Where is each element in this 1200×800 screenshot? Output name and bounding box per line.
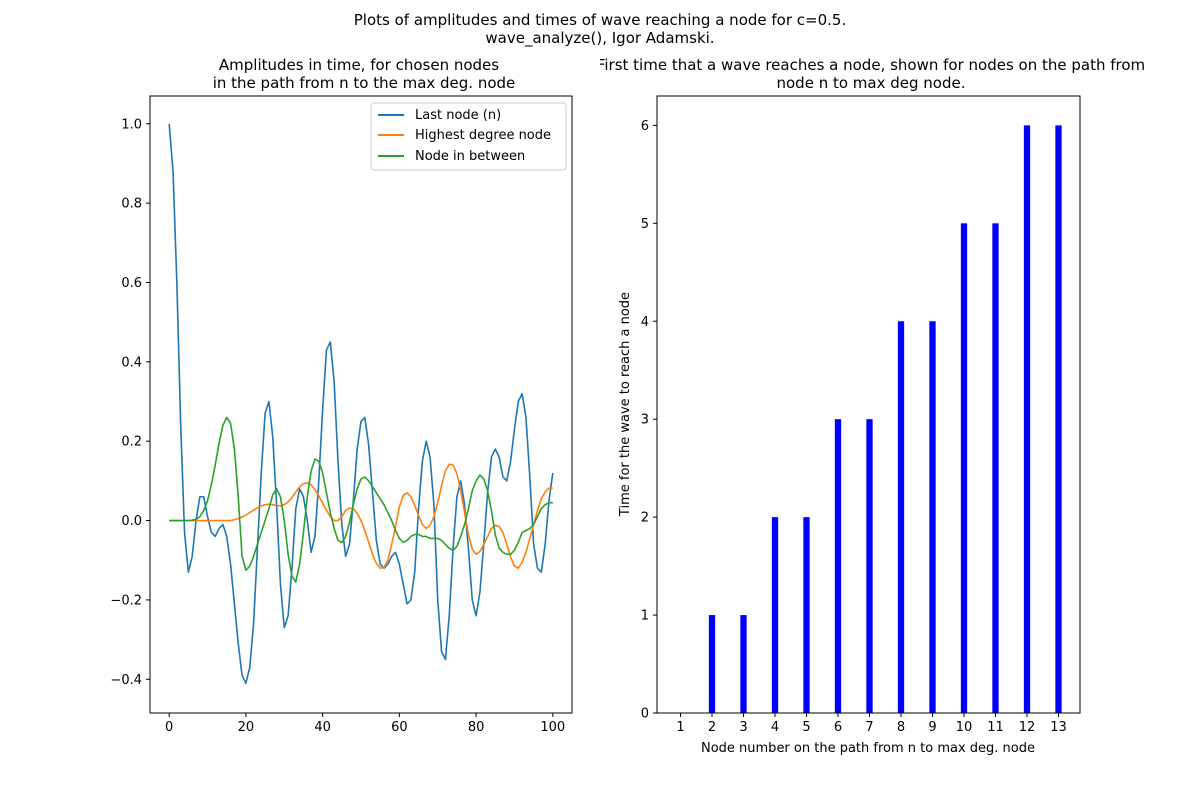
- y-tick-label: 6: [641, 119, 649, 134]
- x-tick-label: 5: [802, 720, 810, 735]
- y-tick-label: 0.8: [121, 197, 142, 212]
- y-tick-label: 5: [641, 217, 649, 232]
- x-tick-label: 10: [956, 720, 973, 735]
- x-tick-label: 2: [708, 720, 716, 735]
- bar-node-5: [803, 517, 810, 713]
- y-tick-label: 1.0: [121, 117, 142, 132]
- x-tick-label: 1: [676, 720, 684, 735]
- y-tick-label: −0.4: [110, 673, 142, 688]
- series-line-node-in-between: [169, 416, 553, 583]
- x-tick-label: 12: [1019, 720, 1036, 735]
- y-tick-label: 4: [641, 315, 649, 330]
- legend-label-node-in-between: Node in between: [415, 149, 525, 164]
- y-tick-label: 3: [641, 413, 649, 428]
- line-chart: Amplitudes in time, for chosen nodes in …: [110, 56, 573, 735]
- line-chart-title-line-1: Amplitudes in time, for chosen nodes: [219, 56, 499, 74]
- legend-label-highest-degree-node: Highest degree node: [415, 128, 551, 143]
- y-tick-label: 0: [641, 707, 649, 722]
- y-tick-label: 1: [641, 609, 649, 624]
- x-tick-label: 9: [928, 720, 936, 735]
- series-line-highest-degree-node: [169, 463, 553, 569]
- bar-chart-y-axis-label: Time for the wave to reach a node: [618, 292, 633, 517]
- x-tick-label: 40: [314, 720, 331, 735]
- bar-node-8: [897, 321, 905, 713]
- bar-chart: First time that a wave reaches a node, s…: [600, 56, 1145, 756]
- line-chart-axes-frame: [149, 95, 573, 714]
- x-tick-label: 0: [165, 720, 173, 735]
- legend: Last node (n) Highest degree node Node i…: [370, 102, 567, 171]
- x-tick-label: 60: [391, 720, 408, 735]
- bar-node-12: [1023, 125, 1031, 713]
- x-tick-label: 13: [1050, 720, 1067, 735]
- x-tick-label: 100: [540, 720, 565, 735]
- line-chart-title-line-2: in the path from n to the max deg. node: [213, 74, 516, 92]
- bar-node-13: [1055, 125, 1062, 713]
- figure-title-line-1: Plots of amplitudes and times of wave re…: [353, 11, 847, 29]
- figure-title-line-2: wave_analyze(), Igor Adamski.: [485, 29, 715, 47]
- y-tick-label: 0.4: [121, 355, 142, 370]
- legend-box: [370, 102, 567, 171]
- bar-node-11: [992, 223, 999, 714]
- x-tick-label: 3: [739, 720, 747, 735]
- legend-label-last-node: Last node (n): [415, 108, 501, 123]
- bar-node-10: [960, 223, 968, 714]
- bar-chart-axes-frame: [656, 95, 1081, 714]
- bar-node-4: [771, 517, 779, 713]
- x-tick-label: 7: [865, 720, 873, 735]
- y-tick-label: 0.2: [121, 435, 142, 450]
- bar-chart-x-axis-label: Node number on the path from n to max de…: [701, 741, 1035, 756]
- x-tick-label: 6: [834, 720, 842, 735]
- x-tick-label: 80: [468, 720, 485, 735]
- y-tick-label: 0.0: [121, 514, 142, 529]
- y-tick-label: 2: [641, 511, 649, 526]
- bar-node-6: [834, 419, 842, 713]
- bar-node-2: [708, 615, 716, 713]
- y-tick-label: 0.6: [121, 276, 142, 291]
- x-tick-label: 4: [771, 720, 779, 735]
- bar-node-3: [740, 615, 747, 713]
- x-tick-label: 11: [987, 720, 1004, 735]
- bar-chart-title-line-2: node n to max deg node.: [777, 74, 966, 92]
- bar-chart-title-line-1: First time that a wave reaches a node, s…: [600, 56, 1145, 74]
- bar-node-9: [929, 321, 936, 713]
- x-tick-label: 8: [897, 720, 905, 735]
- y-tick-label: −0.2: [110, 593, 142, 608]
- x-tick-label: 20: [238, 720, 255, 735]
- series-line-last-node: [168, 123, 554, 685]
- bar-node-7: [866, 419, 873, 713]
